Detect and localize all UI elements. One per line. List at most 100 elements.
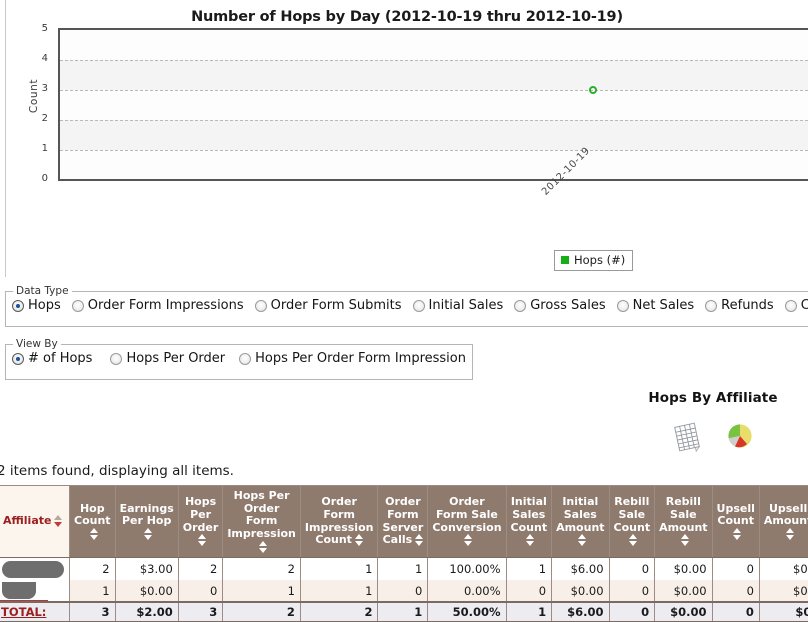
column-header-label: Hop Count: [74, 501, 111, 528]
column-header-rebill-sale-count[interactable]: Rebill Sale Count: [608, 485, 656, 559]
sort-arrows-icon[interactable]: [89, 527, 98, 540]
radio-data-type-chargebacks[interactable]: Cha: [784, 298, 808, 313]
column-header-earnings-per-hop[interactable]: Earnings Per Hop: [114, 485, 179, 559]
radio-data-type-gross-sales[interactable]: Gross Sales: [514, 298, 606, 313]
chart-title: Number of Hops by Day (2012-10-19 thru 2…: [191, 9, 623, 25]
total-upsell-count: 0: [711, 601, 760, 622]
radio-view-by-hops-per-order-form-impression[interactable]: Hops Per Order Form Impression: [239, 351, 466, 366]
radio-label: Order Form Submits: [270, 298, 402, 313]
cell-order-form-server-calls: 1: [377, 557, 429, 581]
cell-rebill-sale-amount: $0.00: [654, 557, 713, 581]
pie-chart-icon[interactable]: [723, 420, 757, 454]
sort-arrows-icon[interactable]: [54, 515, 63, 528]
radio-data-type-hops[interactable]: Hops: [12, 298, 61, 313]
column-header-affiliate[interactable]: Affiliate: [0, 485, 70, 559]
sort-arrows-icon[interactable]: [464, 534, 473, 547]
radio-data-type-refunds[interactable]: Refunds: [705, 298, 774, 313]
radio-dot-icon: [616, 299, 629, 312]
column-header-upsell-amount[interactable]: Upsell Amount: [758, 485, 808, 559]
report-table-wrapper: Affiliate Hop Count Earnings Per Hop Hop…: [0, 485, 808, 622]
total-earnings-per-hop: $2.00: [114, 601, 179, 622]
total-order-form-sale-conversion: 50.00%: [427, 601, 507, 622]
column-header-upsell-count[interactable]: Upsell Count: [711, 485, 760, 559]
data-point-hops-2012-10-19[interactable]: [589, 86, 597, 94]
radio-label: Refunds: [721, 298, 774, 313]
column-header-rebill-sale-amount[interactable]: Rebill Sale Amount: [654, 485, 713, 559]
y-axis-ticks: 5 4 3 2 1 0: [28, 24, 52, 184]
table-row[interactable]: 1 $0.00 0 1 1 0 0.00% 0 $0.00 0 $0.00 0 …: [0, 580, 808, 603]
cell-earnings-per-hop: $0.00: [114, 580, 179, 603]
cell-order-form-impression-count: 1: [299, 557, 379, 581]
sort-arrows-icon[interactable]: [198, 534, 207, 547]
radio-dot-icon: [239, 352, 252, 365]
plot-band-4-3: [60, 60, 808, 90]
column-header-hops-per-order[interactable]: Hops Per Order: [177, 485, 224, 559]
sort-arrows-icon[interactable]: [785, 527, 794, 540]
column-header-order-form-impression-count[interactable]: Order Form Impression Count: [299, 485, 379, 559]
total-label-cell[interactable]: TOTAL:: [0, 601, 70, 622]
affiliate-report-table: Affiliate Hop Count Earnings Per Hop Hop…: [0, 485, 808, 622]
radio-dot-icon: [705, 299, 718, 312]
view-by-options: # of Hops Hops Per Order Hops Per Order …: [6, 350, 472, 372]
column-header-order-form-server-calls[interactable]: Order Form Server Calls: [377, 485, 429, 559]
hops-by-affiliate-title: Hops By Affiliate: [648, 390, 778, 406]
column-header-initial-sales-amount[interactable]: Initial Sales Amount: [551, 485, 610, 559]
sort-arrows-icon[interactable]: [526, 534, 535, 547]
view-by-legend: View By: [16, 338, 58, 350]
sort-arrows-icon[interactable]: [577, 534, 586, 547]
cell-earnings-per-hop: $3.00: [114, 557, 179, 581]
hops-by-affiliate-icon-row: [620, 420, 806, 454]
radio-data-type-order-form-submits[interactable]: Order Form Submits: [254, 298, 402, 313]
radio-view-by-hops-per-order[interactable]: Hops Per Order: [110, 351, 225, 366]
total-initial-sales-amount: $6.00: [551, 601, 610, 622]
cell-order-form-impression-count: 1: [299, 580, 379, 603]
column-header-initial-sales-count[interactable]: Initial Sales Count: [505, 485, 553, 559]
radio-label: Order Form Impressions: [87, 298, 244, 313]
radio-data-type-net-sales[interactable]: Net Sales: [616, 298, 695, 313]
radio-label: Net Sales: [632, 298, 695, 313]
sort-arrows-icon[interactable]: [354, 534, 363, 547]
chart-plot-area[interactable]: [58, 28, 808, 181]
total-label[interactable]: TOTAL:: [1, 605, 47, 620]
sort-arrows-icon[interactable]: [629, 534, 638, 547]
y-tick-1: 1: [41, 143, 48, 154]
cell-rebill-sale-amount: $0.00: [654, 580, 713, 603]
cell-initial-sales-amount: $0.00: [551, 580, 610, 603]
table-row[interactable]: 2 $3.00 2 2 1 1 100.00% 1 $6.00 0 $0.00 …: [0, 557, 808, 581]
column-header-order-form-sale-conversion[interactable]: Order Form Sale Conversion: [427, 485, 507, 559]
cell-upsell-count: 0: [711, 580, 760, 603]
cell-hops-per-order: 2: [177, 557, 224, 581]
radio-data-type-initial-sales[interactable]: Initial Sales: [412, 298, 503, 313]
total-rebill-sale-amount: $0.00: [654, 601, 713, 622]
cell-hop-count: 2: [69, 557, 116, 581]
sort-arrows-icon[interactable]: [259, 540, 268, 553]
radio-label: Cha: [800, 298, 808, 313]
sort-arrows-icon[interactable]: [680, 534, 689, 547]
cell-order-form-sale-conversion: 0.00%: [427, 580, 507, 603]
cell-rebill-sale-count: 0: [608, 557, 656, 581]
legend-label-hops: Hops (#): [574, 253, 626, 267]
view-by-fieldset: View By # of Hops Hops Per Order Hops Pe…: [5, 338, 473, 380]
column-header-hops-per-order-form-impression[interactable]: Hops Per Order Form Impression: [222, 485, 301, 559]
radio-dot-icon: [514, 299, 527, 312]
column-header-label: Affiliate: [3, 514, 52, 528]
sort-arrows-icon[interactable]: [144, 527, 153, 540]
radio-dot-icon: [12, 299, 24, 312]
radio-view-by-number-of-hops[interactable]: # of Hops: [12, 351, 92, 366]
radio-dot-icon: [412, 299, 425, 312]
column-header-label: Upsell Amount: [763, 501, 808, 528]
data-type-options: Hops Order Form Impressions Order Form S…: [6, 297, 808, 319]
column-header-hop-count[interactable]: Hop Count: [69, 485, 116, 559]
affiliate-name-redacted: [0, 580, 70, 603]
chart-legend[interactable]: Hops (#): [554, 250, 634, 271]
radio-label: Gross Sales: [530, 298, 606, 313]
data-type-legend: Data Type: [16, 285, 69, 297]
items-found-text: 2 items found, displaying all items.: [0, 463, 234, 479]
column-header-label: Order Form Impression Count: [304, 495, 374, 547]
data-type-fieldset: Data Type Hops Order Form Impressions Or…: [5, 285, 808, 327]
sort-arrows-icon[interactable]: [415, 534, 424, 547]
sort-arrows-icon[interactable]: [733, 527, 742, 540]
radio-dot-icon: [12, 352, 24, 365]
radio-data-type-order-form-impressions[interactable]: Order Form Impressions: [71, 298, 244, 313]
spreadsheet-icon[interactable]: [670, 420, 704, 454]
